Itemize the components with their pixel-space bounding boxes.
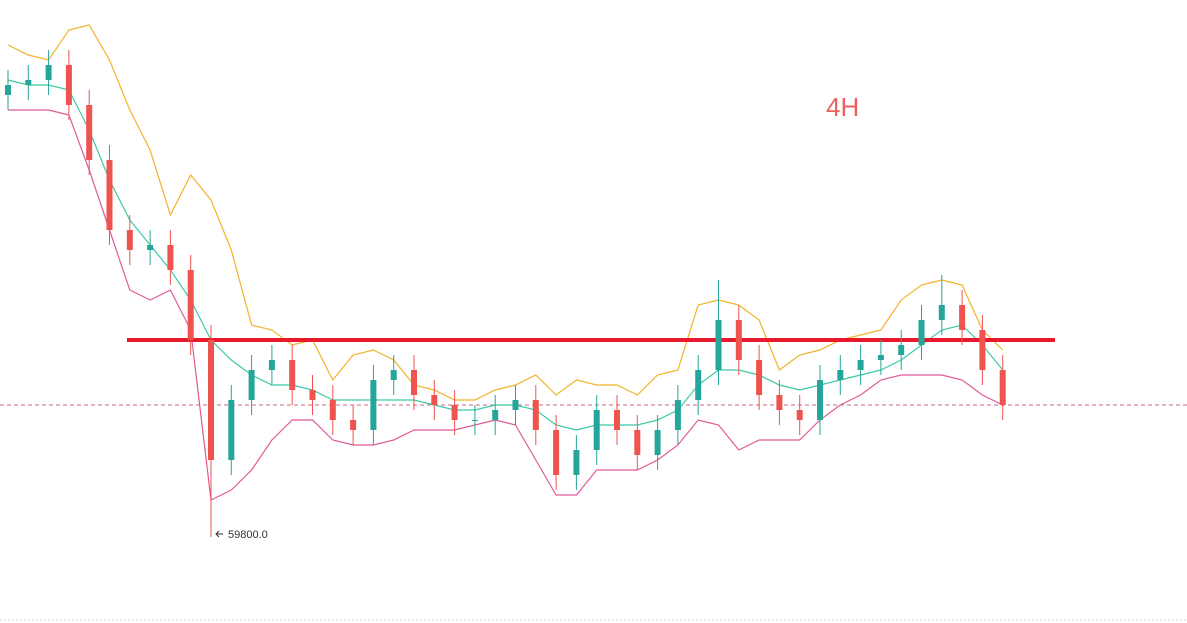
low-annotation-label: 59800.0 [228, 529, 268, 541]
candle-body [938, 305, 945, 320]
candle-body [634, 430, 641, 455]
candle-body [695, 370, 702, 400]
candle-body [187, 270, 194, 340]
candle-body [918, 320, 925, 345]
candle-body [796, 410, 803, 420]
candle-body [532, 400, 539, 430]
candle-body [248, 370, 255, 400]
candle-body [268, 360, 275, 370]
candle-body [25, 80, 32, 85]
annotation-arrow [215, 530, 223, 538]
candle-body [553, 430, 560, 475]
candle-body [614, 410, 620, 430]
candle-body [959, 305, 966, 330]
candle-body [756, 360, 763, 395]
candle-body [208, 340, 214, 460]
candle-body [593, 410, 600, 450]
candle-body [126, 230, 133, 250]
candle-body [5, 85, 11, 95]
candle-body [65, 65, 72, 105]
band-line [8, 109, 1003, 501]
candle-body [837, 370, 844, 380]
candle-body [512, 400, 519, 410]
candle-body [471, 420, 478, 421]
candle-body [167, 245, 174, 270]
candle-body [106, 160, 113, 230]
candle-body [898, 345, 905, 355]
candle-body [817, 380, 823, 420]
candle-body [370, 380, 377, 430]
candle-body [451, 405, 458, 420]
candle-body [877, 355, 884, 360]
candle-body [999, 370, 1006, 405]
candle-body [147, 245, 154, 250]
candle-body [329, 400, 336, 420]
candle-body [350, 420, 357, 430]
candle-body [228, 400, 235, 460]
candle-body [857, 360, 864, 370]
candle-body [289, 360, 296, 390]
candle-body [411, 370, 417, 395]
candle-body [776, 395, 783, 410]
candle-body [979, 330, 986, 370]
band-line [7, 79, 1004, 431]
candle-body [45, 65, 52, 80]
timeframe-label: 4H [826, 92, 859, 122]
candle-body [674, 400, 681, 430]
candle-body [715, 320, 722, 370]
candle-body [654, 430, 661, 455]
candle-body [309, 390, 316, 400]
candle-body [492, 410, 499, 420]
candle-body [431, 395, 438, 405]
candle-body [390, 370, 397, 380]
candle-body [86, 105, 93, 160]
candle-body [735, 320, 742, 360]
candle-body [573, 450, 580, 475]
